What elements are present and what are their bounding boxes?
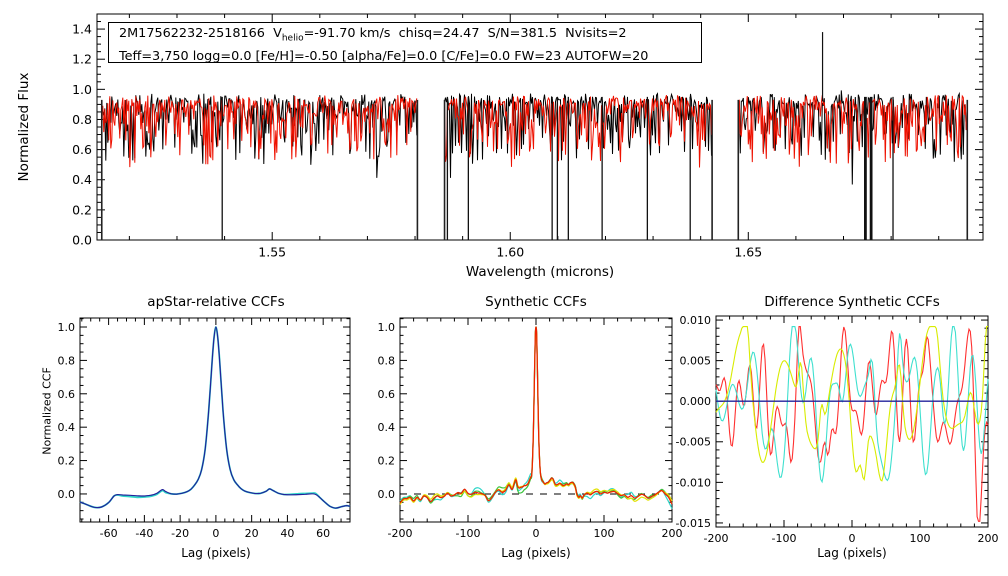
spectrum-plot-canvas: 1.55 1.60 1.65 0.0 0.2 0.4 0.6 0.8 1.0 1.2 1.4 bbox=[72, 13, 984, 260]
svg-text:0.010: 0.010 bbox=[680, 314, 712, 327]
svg-text:1.0: 1.0 bbox=[58, 321, 76, 334]
annotation-box: 2M17562232-2518166 Vhelio=-91.70 km/s ch… bbox=[108, 22, 702, 65]
svg-text:200: 200 bbox=[978, 532, 999, 545]
ccf-plots-canvas: -60 -40 -20 0 20 40 600.00.20.40.60.81.0-200 -1… bbox=[58, 314, 999, 545]
annotation-velocity-stats: =-91.70 km/s chisq=24.47 S/N=381.5 Nvisi… bbox=[303, 26, 627, 41]
svg-text:20: 20 bbox=[245, 527, 259, 540]
svg-text:0.0: 0.0 bbox=[58, 488, 76, 501]
annotation-star-id-and-vlabel: 2M17562232-2518166 V bbox=[119, 26, 282, 41]
difference-ccf-x-axis-label: Lag (pixels) bbox=[817, 546, 887, 560]
svg-text:-200: -200 bbox=[388, 527, 413, 540]
svg-text:1.60: 1.60 bbox=[496, 245, 524, 260]
svg-text:0.0: 0.0 bbox=[72, 233, 92, 248]
annotation-line1: 2M17562232-2518166 Vhelio=-91.70 km/s ch… bbox=[119, 25, 701, 48]
svg-text:1.2: 1.2 bbox=[72, 52, 92, 67]
svg-text:100: 100 bbox=[910, 532, 931, 545]
svg-text:-40: -40 bbox=[135, 527, 153, 540]
difference-ccf-title: Difference Synthetic CCFs bbox=[764, 294, 940, 310]
svg-text:1.4: 1.4 bbox=[72, 22, 92, 37]
svg-text:-0.010: -0.010 bbox=[676, 476, 711, 489]
spectrum-y-axis-label: Normalized Flux bbox=[16, 72, 32, 182]
svg-text:0.2: 0.2 bbox=[378, 455, 396, 468]
svg-text:200: 200 bbox=[662, 527, 683, 540]
svg-text:1.65: 1.65 bbox=[734, 245, 762, 260]
svg-text:60: 60 bbox=[316, 527, 330, 540]
svg-text:0.8: 0.8 bbox=[72, 112, 92, 127]
svg-text:0.8: 0.8 bbox=[58, 354, 76, 367]
svg-text:0.4: 0.4 bbox=[58, 421, 76, 434]
svg-text:1.0: 1.0 bbox=[72, 82, 92, 97]
svg-text:0.000: 0.000 bbox=[680, 395, 712, 408]
annotation-line2: Teff=3,750 logg=0.0 [Fe/H]=-0.50 [alpha/… bbox=[119, 49, 649, 65]
svg-text:1.55: 1.55 bbox=[258, 245, 286, 260]
apstar-ccf-y-axis-label: Normalized CCF bbox=[40, 367, 54, 455]
svg-text:-60: -60 bbox=[100, 527, 118, 540]
synthetic-ccf-title: Synthetic CCFs bbox=[485, 294, 587, 310]
svg-text:0.4: 0.4 bbox=[378, 421, 396, 434]
svg-text:0: 0 bbox=[533, 527, 540, 540]
annotation-vhelio-subscript: helio bbox=[281, 33, 304, 44]
svg-text:0.6: 0.6 bbox=[58, 388, 76, 401]
svg-text:1.0: 1.0 bbox=[378, 321, 396, 334]
svg-text:40: 40 bbox=[280, 527, 294, 540]
svg-text:0.6: 0.6 bbox=[378, 388, 396, 401]
spectrum-x-axis-label: Wavelength (microns) bbox=[465, 264, 615, 280]
apstar-ccf-x-axis-label: Lag (pixels) bbox=[181, 546, 251, 560]
svg-text:0.005: 0.005 bbox=[680, 355, 712, 368]
svg-text:-100: -100 bbox=[772, 532, 797, 545]
synthetic-ccf-x-axis-label: Lag (pixels) bbox=[501, 546, 571, 560]
apstar-ccf-title: apStar-relative CCFs bbox=[147, 294, 285, 310]
svg-text:-100: -100 bbox=[456, 527, 481, 540]
svg-text:-0.005: -0.005 bbox=[676, 436, 711, 449]
svg-text:-200: -200 bbox=[704, 532, 729, 545]
svg-text:0: 0 bbox=[849, 532, 856, 545]
svg-text:0.8: 0.8 bbox=[378, 354, 396, 367]
svg-text:0.2: 0.2 bbox=[58, 455, 76, 468]
svg-text:100: 100 bbox=[594, 527, 615, 540]
svg-text:-0.015: -0.015 bbox=[676, 517, 711, 530]
svg-text:0: 0 bbox=[212, 527, 219, 540]
svg-text:0.6: 0.6 bbox=[72, 142, 92, 157]
svg-text:-20: -20 bbox=[171, 527, 189, 540]
svg-text:0.0: 0.0 bbox=[378, 488, 396, 501]
svg-text:0.2: 0.2 bbox=[72, 202, 92, 217]
svg-text:0.4: 0.4 bbox=[72, 172, 92, 187]
